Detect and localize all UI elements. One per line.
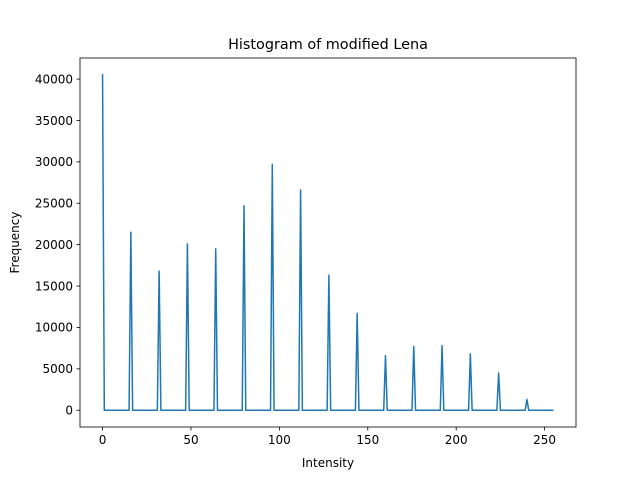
y-tick-label: 5000	[42, 362, 73, 376]
y-tick-label: 35000	[35, 114, 73, 128]
plot-area	[79, 57, 577, 428]
plot-frame	[79, 57, 577, 428]
x-tick-label: 150	[356, 433, 379, 447]
x-tick-label: 0	[99, 433, 107, 447]
x-tick-label: 100	[268, 433, 291, 447]
chart-title: Histogram of modified Lena	[228, 37, 428, 53]
x-tick-label: 250	[533, 433, 556, 447]
y-tick-label: 0	[65, 404, 73, 418]
x-tick-label: 50	[183, 433, 198, 447]
y-tick-label: 40000	[35, 72, 73, 86]
x-tick-label: 200	[445, 433, 468, 447]
x-axis-ticks: 0 50 100 150 200 250	[99, 427, 556, 447]
y-tick-label: 30000	[35, 155, 73, 169]
y-tick-label: 25000	[35, 197, 73, 211]
histogram-series-line	[101, 74, 554, 411]
y-axis-ticks: 0 5000 10000 15000 20000 25000 30000 35000 40000	[35, 72, 80, 418]
y-tick-label: 15000	[35, 279, 73, 293]
y-axis-label: Frequency	[8, 212, 22, 274]
y-tick-label: 10000	[35, 321, 73, 335]
x-axis-label: Intensity	[302, 456, 354, 470]
y-tick-label: 20000	[35, 238, 73, 252]
